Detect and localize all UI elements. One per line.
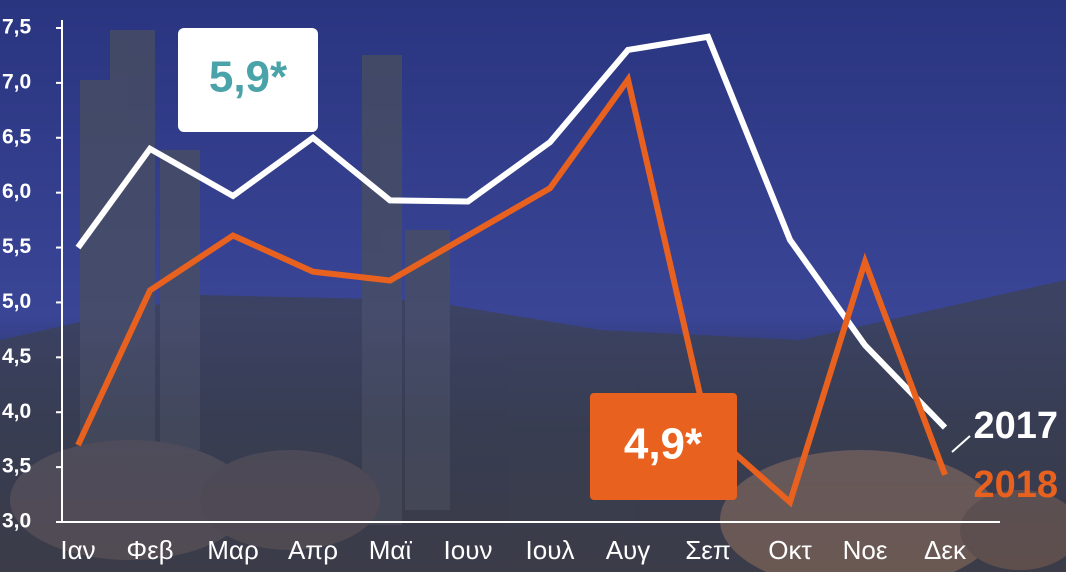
y-tick-label: 7,0: [2, 70, 31, 93]
legend-label: 2017: [973, 405, 1058, 447]
x-tick-label: Αυγ: [606, 535, 651, 565]
x-tick-label: Μαρ: [207, 535, 258, 565]
x-tick-label: Ιουν: [444, 535, 493, 565]
x-tick-label: Φεβ: [126, 535, 173, 565]
y-tick-label: 6,5: [2, 125, 32, 148]
x-tick-label: Ιαν: [60, 535, 95, 565]
x-tick-label: Ιουλ: [526, 535, 575, 565]
legend-label: 2018: [973, 464, 1058, 506]
x-tick-label: Δεκ: [924, 535, 967, 565]
y-tick-label: 3,5: [2, 455, 32, 478]
y-tick-label: 3,0: [2, 510, 31, 533]
y-tick-label: 5,0: [2, 290, 31, 313]
y-tick-label: 4,5: [2, 345, 32, 368]
y-tick-label: 5,5: [2, 235, 32, 258]
annotation: 4,9*: [624, 420, 703, 469]
x-tick-label: Νοε: [843, 535, 888, 565]
y-tick-label: 6,0: [2, 180, 31, 203]
x-tick-label: Σεπ: [685, 535, 731, 565]
x-tick-label: Οκτ: [768, 535, 812, 565]
page: {"chart_data": {"type": "line", "categor…: [0, 0, 1066, 572]
x-tick-label: Απρ: [288, 535, 338, 565]
y-tick-label: 7,5: [2, 16, 32, 39]
chart: 5,9* 4,9* 3,0 3,5 4,0 4,5 5,0 5,5 6,0 6,5 7,0 7,5…: [0, 0, 1066, 572]
x-tick-label: Μαϊ: [369, 535, 413, 565]
annotation: 5,9*: [209, 53, 288, 102]
y-tick-label: 4,0: [2, 400, 31, 423]
